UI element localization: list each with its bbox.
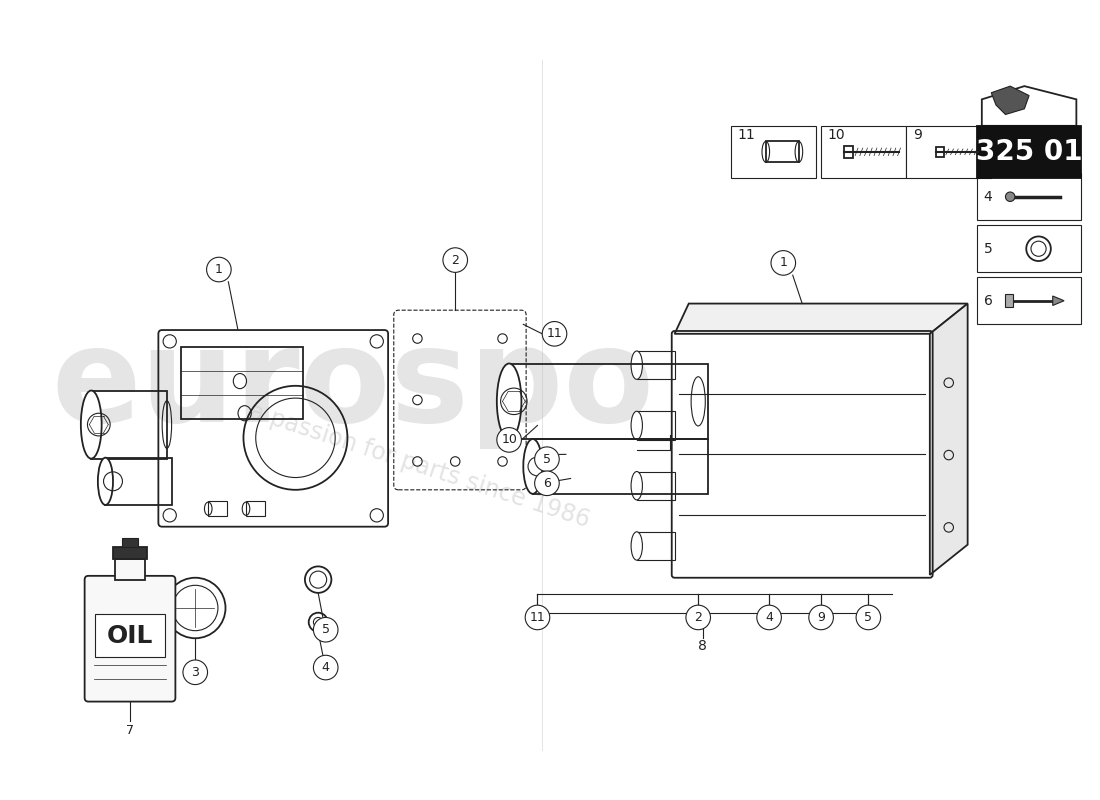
Text: 3: 3 — [191, 666, 199, 678]
Text: 5: 5 — [983, 242, 992, 256]
Bar — [936, 147, 944, 157]
Text: 9: 9 — [913, 128, 922, 142]
Text: 5: 5 — [543, 453, 551, 466]
Ellipse shape — [631, 532, 642, 560]
Ellipse shape — [631, 351, 642, 379]
Bar — [732, 126, 816, 178]
Text: 11: 11 — [738, 128, 756, 142]
Bar — [977, 126, 1081, 178]
Circle shape — [542, 322, 566, 346]
Bar — [906, 126, 991, 178]
Polygon shape — [1053, 296, 1064, 306]
Bar — [977, 277, 1081, 324]
Polygon shape — [991, 86, 1030, 114]
Bar — [114, 559, 145, 580]
Bar — [844, 146, 854, 158]
Text: 5: 5 — [321, 623, 330, 636]
Text: 7: 7 — [126, 724, 134, 738]
Polygon shape — [674, 303, 968, 334]
Text: 1: 1 — [214, 263, 223, 276]
Ellipse shape — [524, 439, 542, 494]
Circle shape — [856, 605, 881, 630]
Text: 8: 8 — [698, 639, 707, 653]
Text: 1: 1 — [780, 257, 788, 270]
Ellipse shape — [631, 411, 642, 440]
Bar — [532, 439, 707, 494]
FancyBboxPatch shape — [95, 614, 165, 658]
Text: 10: 10 — [827, 128, 845, 142]
Text: 4: 4 — [322, 661, 330, 674]
Circle shape — [1005, 192, 1015, 202]
Circle shape — [525, 605, 550, 630]
Text: 9: 9 — [817, 611, 825, 624]
Polygon shape — [930, 303, 968, 575]
Circle shape — [535, 471, 559, 495]
Ellipse shape — [497, 363, 521, 439]
Circle shape — [497, 428, 521, 452]
Text: 6: 6 — [543, 477, 551, 490]
Bar — [637, 411, 674, 440]
Text: OIL: OIL — [107, 624, 153, 648]
Ellipse shape — [631, 471, 642, 500]
Bar — [246, 501, 265, 516]
Bar — [509, 363, 707, 439]
Text: 6: 6 — [983, 294, 992, 308]
Bar — [637, 471, 674, 500]
Bar — [91, 390, 167, 458]
Circle shape — [207, 258, 231, 282]
Text: 2: 2 — [451, 254, 459, 266]
Text: eurospo: eurospo — [52, 322, 654, 450]
Ellipse shape — [98, 458, 113, 505]
FancyBboxPatch shape — [85, 576, 175, 702]
Circle shape — [314, 655, 338, 680]
Circle shape — [686, 605, 711, 630]
Bar — [113, 547, 147, 559]
Bar — [977, 225, 1081, 272]
Bar — [182, 347, 304, 419]
Bar — [106, 458, 172, 505]
Bar — [821, 126, 906, 178]
Text: 325 01: 325 01 — [976, 138, 1082, 166]
Circle shape — [535, 447, 559, 471]
Circle shape — [443, 248, 468, 272]
Text: 4: 4 — [983, 190, 992, 204]
Bar — [1005, 294, 1013, 307]
Bar — [977, 173, 1081, 220]
Text: a passion for parts since 1986: a passion for parts since 1986 — [246, 400, 593, 533]
Text: 11: 11 — [547, 327, 562, 340]
Circle shape — [771, 250, 795, 275]
Bar — [766, 142, 799, 162]
Text: 5: 5 — [865, 611, 872, 624]
Bar — [637, 532, 674, 560]
Circle shape — [314, 618, 338, 642]
Text: 11: 11 — [529, 611, 546, 624]
Text: 2: 2 — [694, 611, 702, 624]
Text: 4: 4 — [766, 611, 773, 624]
Circle shape — [808, 605, 834, 630]
Bar — [208, 501, 228, 516]
Circle shape — [757, 605, 781, 630]
Bar — [637, 351, 674, 379]
Circle shape — [183, 660, 208, 685]
Bar — [122, 538, 138, 547]
Polygon shape — [982, 86, 1077, 126]
Ellipse shape — [80, 390, 101, 458]
Text: 10: 10 — [502, 434, 517, 446]
